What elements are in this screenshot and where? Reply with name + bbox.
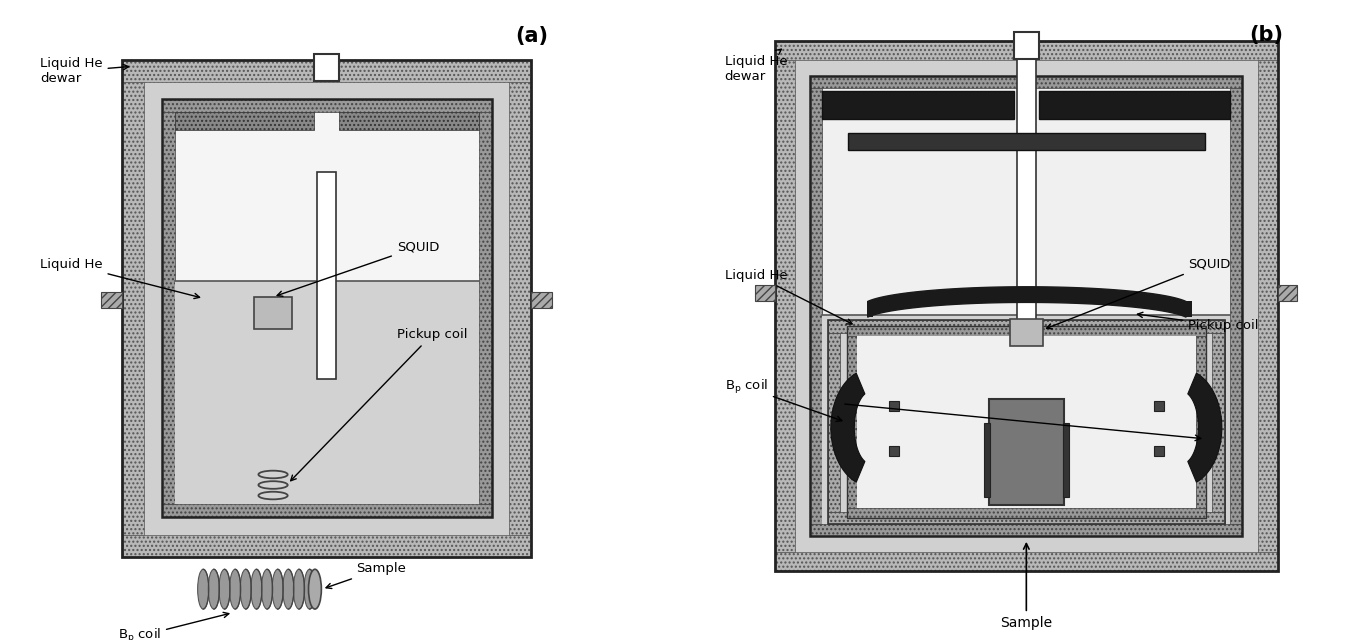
Bar xyxy=(101,292,122,308)
Text: B$_\mathregular{p}$ coil: B$_\mathregular{p}$ coil xyxy=(118,612,229,640)
Bar xyxy=(122,82,144,535)
Bar xyxy=(122,535,531,557)
Bar xyxy=(822,315,1230,524)
Ellipse shape xyxy=(261,569,272,609)
Bar xyxy=(1014,33,1038,59)
Bar xyxy=(1017,59,1036,326)
Ellipse shape xyxy=(294,569,305,609)
Bar xyxy=(509,82,531,535)
Bar xyxy=(174,281,479,504)
Bar xyxy=(847,508,1206,518)
Bar xyxy=(1213,333,1225,511)
Bar xyxy=(174,112,314,130)
Text: Liquid He: Liquid He xyxy=(39,258,200,299)
Bar xyxy=(122,60,531,82)
Bar xyxy=(1258,60,1278,552)
Text: SQUID: SQUID xyxy=(278,241,440,296)
Text: Sample: Sample xyxy=(327,562,406,589)
Bar xyxy=(122,60,531,557)
Ellipse shape xyxy=(283,569,294,609)
Text: Pickup coil: Pickup coil xyxy=(1138,312,1259,332)
Bar xyxy=(755,285,774,301)
Bar xyxy=(827,511,1225,524)
Ellipse shape xyxy=(250,569,263,609)
PathPatch shape xyxy=(830,373,864,482)
Bar xyxy=(810,524,1243,536)
Ellipse shape xyxy=(309,569,321,609)
Bar xyxy=(1154,401,1164,411)
Bar xyxy=(1038,91,1230,119)
Bar xyxy=(857,336,1195,508)
Bar xyxy=(827,333,840,511)
Bar xyxy=(1195,336,1206,508)
Bar xyxy=(810,76,1243,536)
Bar xyxy=(889,445,900,456)
Bar xyxy=(1185,301,1192,317)
Bar xyxy=(314,54,339,81)
Ellipse shape xyxy=(240,569,252,609)
Bar xyxy=(1010,319,1043,346)
Ellipse shape xyxy=(272,569,283,609)
Bar xyxy=(810,76,1243,88)
Bar xyxy=(1230,88,1243,524)
Bar xyxy=(827,321,1225,333)
Bar xyxy=(479,112,491,504)
Bar xyxy=(988,399,1064,506)
Bar xyxy=(810,76,1243,536)
Bar xyxy=(827,321,1225,524)
PathPatch shape xyxy=(1188,373,1222,482)
Bar xyxy=(162,99,491,112)
Bar xyxy=(317,172,336,379)
Bar xyxy=(810,88,822,524)
Bar xyxy=(774,41,1278,572)
Bar xyxy=(122,60,531,557)
Bar xyxy=(774,552,1278,572)
Bar xyxy=(774,60,795,552)
Ellipse shape xyxy=(219,569,230,609)
Bar xyxy=(847,326,1206,518)
Bar xyxy=(162,99,491,517)
Bar xyxy=(1063,423,1068,497)
Text: (b): (b) xyxy=(1249,25,1283,45)
Text: (a): (a) xyxy=(514,26,548,46)
Bar xyxy=(339,112,479,130)
Bar xyxy=(774,41,1278,572)
Bar xyxy=(1154,445,1164,456)
Bar xyxy=(848,133,1204,150)
Bar xyxy=(162,99,491,517)
Bar xyxy=(867,301,874,317)
Ellipse shape xyxy=(197,569,208,609)
Text: Liquid He
dewar: Liquid He dewar xyxy=(724,49,788,83)
Text: SQUID: SQUID xyxy=(1047,258,1230,329)
Text: Liquid He
dewar: Liquid He dewar xyxy=(39,58,129,85)
Bar xyxy=(1278,285,1297,301)
Text: Liquid He: Liquid He xyxy=(724,269,852,324)
Text: B$_\mathregular{p}$ coil: B$_\mathregular{p}$ coil xyxy=(724,378,842,421)
Bar xyxy=(255,297,293,329)
Ellipse shape xyxy=(304,569,316,609)
Bar xyxy=(984,423,989,497)
Ellipse shape xyxy=(230,569,241,609)
Ellipse shape xyxy=(208,569,219,609)
Bar xyxy=(531,292,553,308)
Bar xyxy=(847,326,1206,336)
Bar xyxy=(162,504,491,517)
Bar xyxy=(162,112,174,504)
Text: Sample: Sample xyxy=(1000,543,1052,630)
Bar xyxy=(889,401,900,411)
Bar xyxy=(847,336,857,508)
Bar xyxy=(774,41,1278,60)
Text: Pickup coil: Pickup coil xyxy=(291,328,467,481)
Bar xyxy=(822,91,1014,119)
